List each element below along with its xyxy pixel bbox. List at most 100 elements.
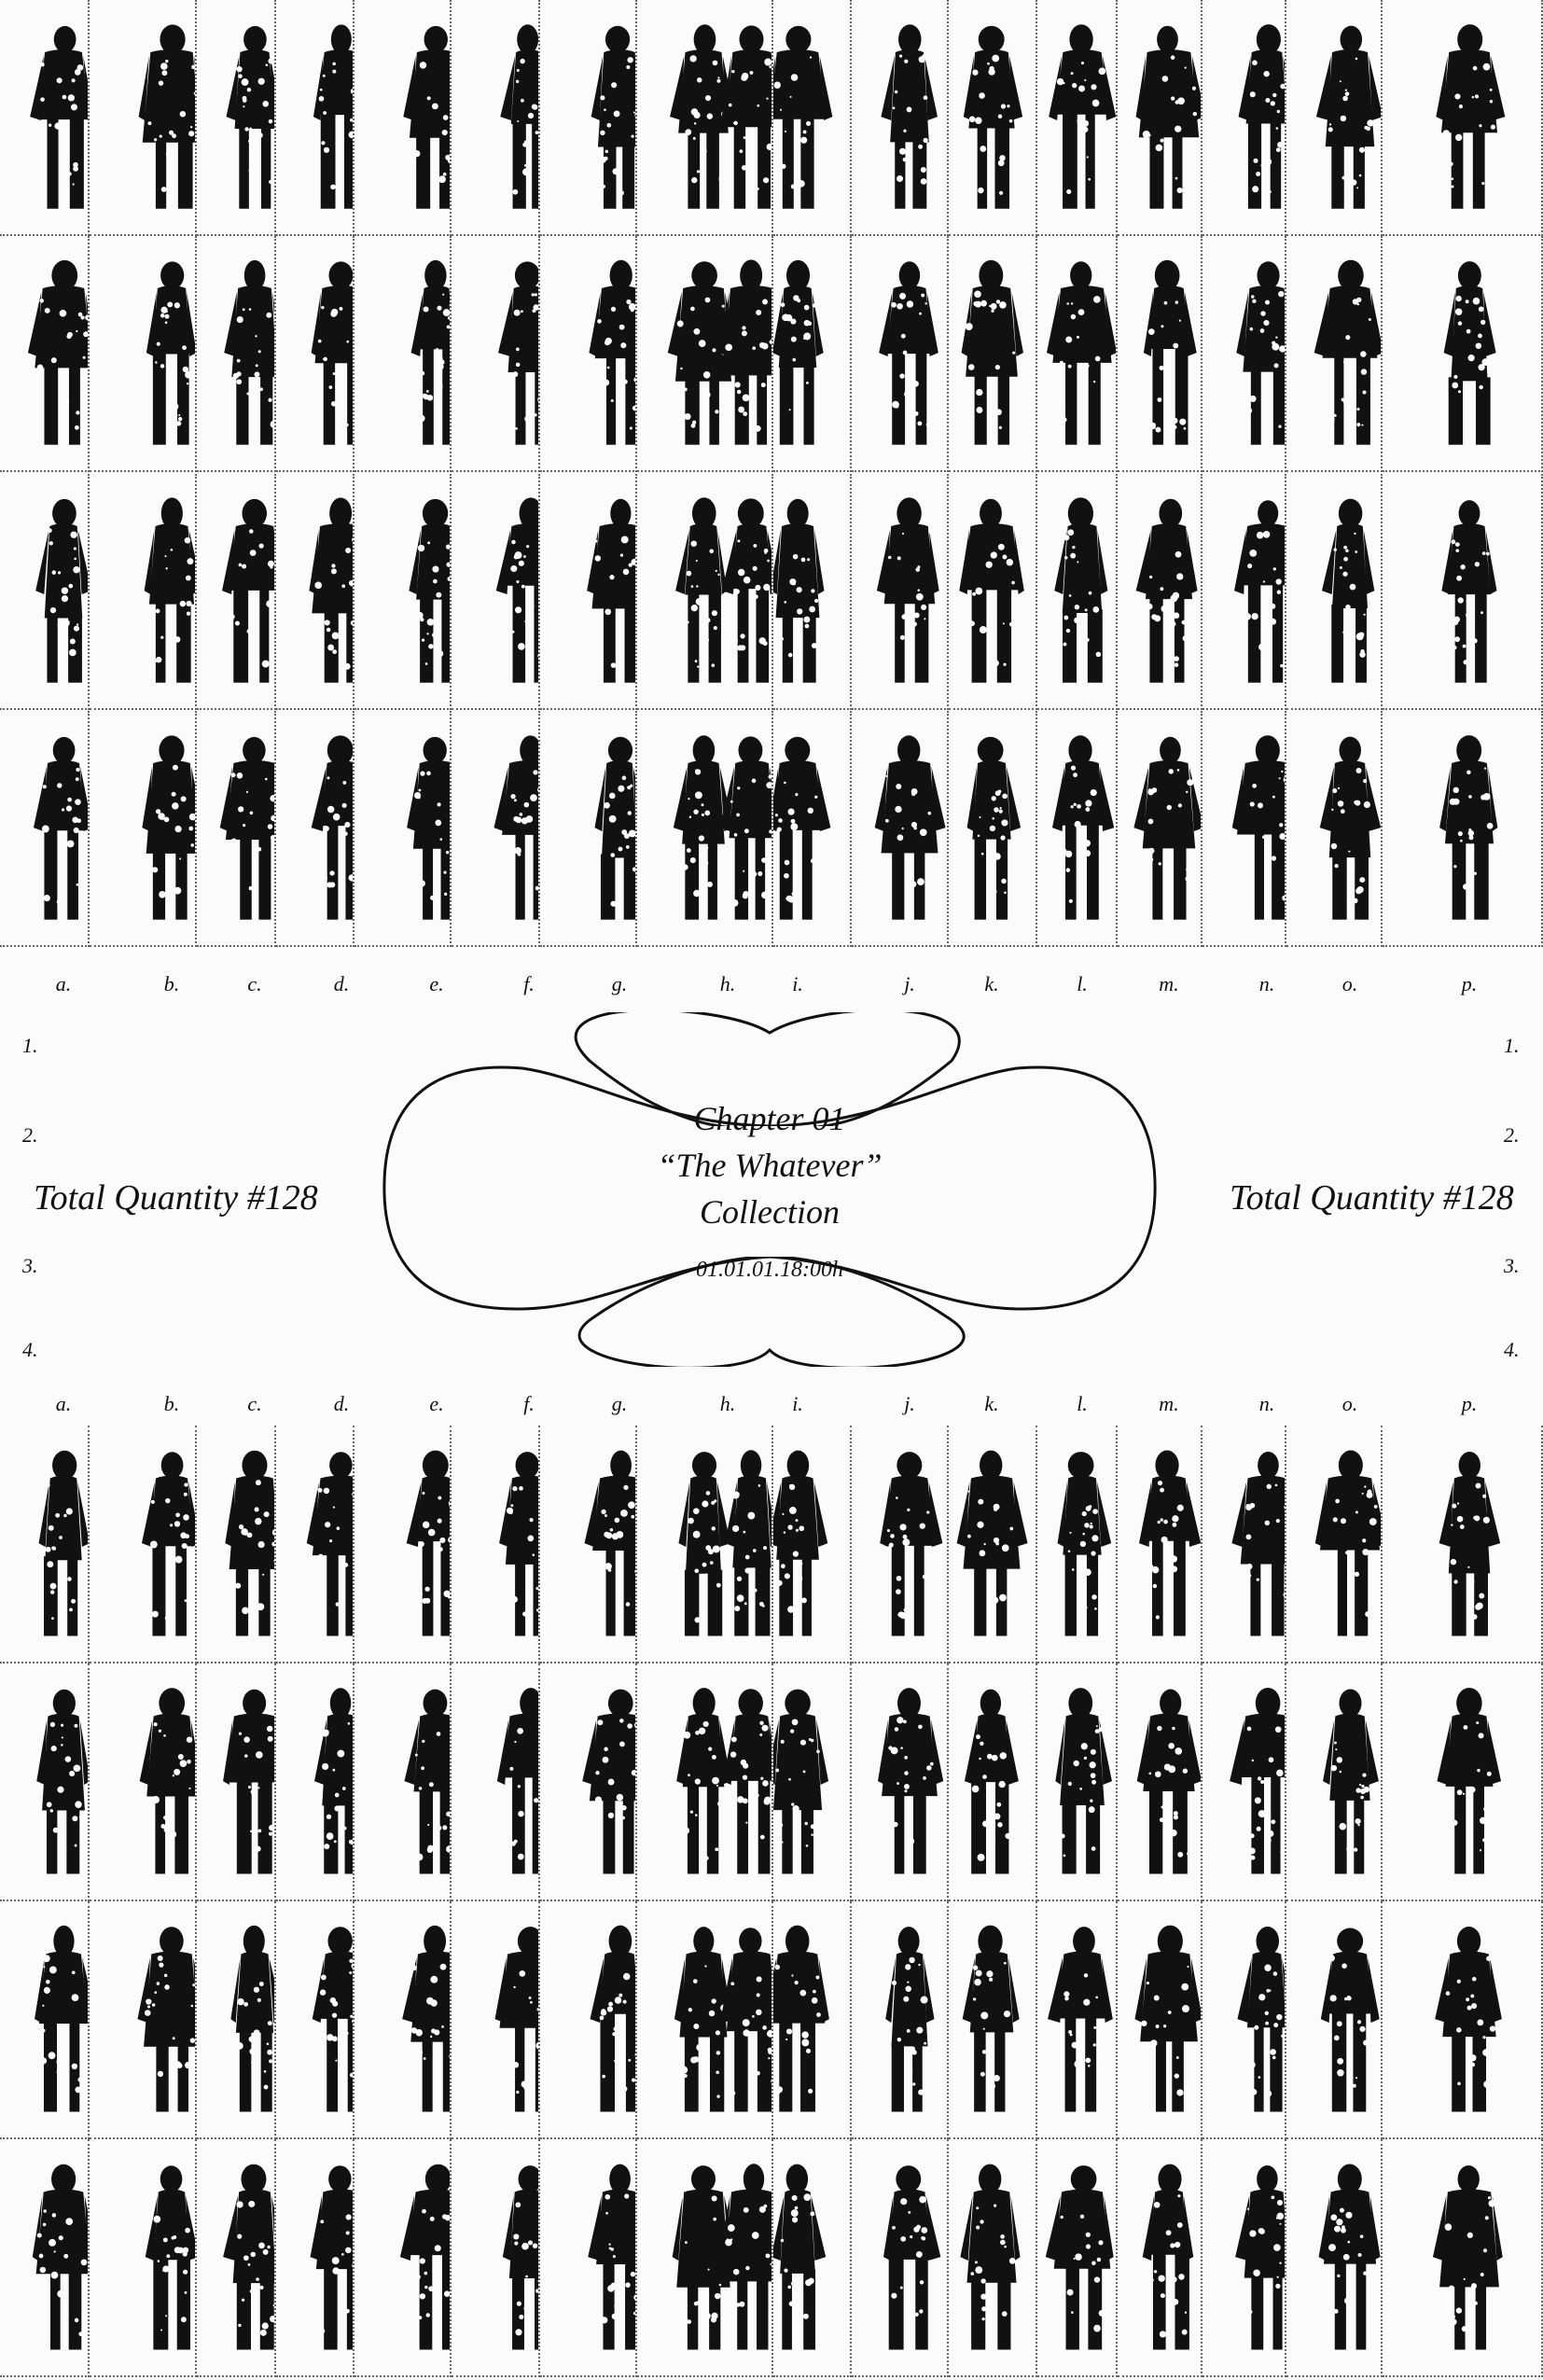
- print-speckle: [795, 1528, 799, 1532]
- print-speckle: [190, 2004, 194, 2008]
- print-speckle: [1103, 374, 1110, 382]
- print-speckle: [895, 805, 902, 814]
- print-speckle: [424, 1586, 430, 1592]
- silhouette-leg: [971, 1778, 986, 1874]
- print-speckle: [1352, 898, 1358, 904]
- print-speckle: [1001, 878, 1007, 884]
- look-image: [670, 24, 772, 209]
- print-speckle: [180, 2317, 187, 2323]
- print-speckle: [919, 2280, 924, 2285]
- look-image: [1318, 2164, 1381, 2350]
- print-speckle: [152, 1543, 157, 1549]
- print-speckle: [507, 1839, 510, 1842]
- print-speckle: [50, 2271, 59, 2279]
- print-speckle: [1088, 591, 1092, 595]
- print-speckle: [524, 619, 528, 623]
- print-speckle: [1479, 384, 1483, 390]
- print-speckle: [695, 769, 698, 772]
- print-speckle: [802, 130, 807, 134]
- silhouette-arm: [877, 1719, 888, 1786]
- print-speckle: [612, 168, 619, 175]
- print-speckle: [348, 874, 353, 882]
- silhouette-arm: [188, 1482, 195, 1548]
- print-speckle: [736, 2303, 741, 2307]
- print-speckle: [417, 544, 425, 552]
- silhouette-head: [1159, 498, 1183, 528]
- print-speckle: [332, 649, 338, 655]
- print-speckle: [978, 187, 984, 194]
- print-speckle: [703, 1856, 709, 1861]
- print-speckle: [756, 2009, 762, 2016]
- print-speckle: [171, 791, 176, 797]
- look-image: [1136, 1689, 1201, 1874]
- print-speckle: [249, 388, 255, 394]
- silhouette-body: [776, 1475, 819, 1560]
- print-speckle: [1476, 1721, 1480, 1725]
- silhouette-leg: [734, 834, 749, 920]
- print-speckle: [1485, 551, 1490, 556]
- print-speckle: [40, 62, 45, 67]
- print-speckle: [152, 1796, 160, 1804]
- print-speckle: [1160, 2293, 1165, 2299]
- print-speckle: [740, 633, 745, 639]
- print-speckle: [1077, 309, 1085, 315]
- total-quantity-left: Total Quantity #128: [34, 1178, 318, 1218]
- silhouette-arm: [962, 1957, 975, 2024]
- look-cell: [852, 1901, 949, 2139]
- model-silhouette: [1237, 1927, 1285, 2112]
- print-speckle: [1326, 427, 1329, 432]
- look-image: [590, 1925, 635, 2112]
- print-speckle: [519, 813, 523, 816]
- column-label: m.: [1159, 972, 1179, 995]
- print-speckle: [616, 1793, 624, 1802]
- print-speckle: [328, 385, 333, 389]
- print-speckle: [1284, 1583, 1285, 1588]
- model-silhouette: [27, 259, 88, 445]
- silhouette-arm: [1435, 1957, 1449, 2024]
- silhouette-leg: [152, 1542, 166, 1636]
- print-speckle: [1191, 86, 1197, 90]
- look-cell: [1383, 1426, 1543, 1663]
- print-speckle: [1367, 2038, 1369, 2041]
- silhouette-head: [160, 2165, 183, 2192]
- print-speckle: [186, 1736, 193, 1743]
- print-speckle: [1177, 2194, 1181, 2198]
- print-speckle: [972, 592, 977, 596]
- silhouette-body: [146, 760, 195, 854]
- print-speckle: [1093, 2276, 1101, 2283]
- print-speckle: [271, 858, 274, 865]
- silhouette-head: [1070, 261, 1092, 290]
- silhouette-leg: [1148, 1787, 1163, 1874]
- print-speckle: [153, 2215, 161, 2223]
- look-image: [35, 498, 88, 683]
- print-speckle: [1093, 102, 1098, 106]
- print-speckle: [800, 396, 804, 398]
- print-speckle: [172, 166, 175, 169]
- print-speckle: [792, 553, 799, 560]
- silhouette-head: [327, 735, 353, 766]
- print-speckle: [816, 1749, 820, 1754]
- print-speckle: [525, 420, 529, 424]
- print-speckle: [810, 2211, 815, 2217]
- print-speckle: [994, 889, 997, 894]
- print-speckle: [434, 641, 438, 645]
- print-speckle: [977, 1853, 985, 1861]
- print-speckle: [155, 361, 158, 364]
- silhouette-arm: [77, 529, 88, 595]
- print-speckle: [976, 2225, 980, 2230]
- print-speckle: [320, 1974, 327, 1981]
- silhouette-body: [1442, 1951, 1496, 2038]
- print-speckle: [349, 2072, 353, 2078]
- print-speckle: [421, 1766, 424, 1771]
- print-speckle: [179, 110, 187, 118]
- print-speckle: [1452, 382, 1459, 389]
- print-speckle: [918, 144, 924, 149]
- print-speckle: [179, 857, 182, 860]
- look-image: [1046, 261, 1116, 445]
- print-speckle: [336, 1526, 341, 1530]
- print-speckle: [715, 2030, 721, 2036]
- print-speckle: [742, 394, 750, 402]
- print-speckle: [627, 786, 632, 790]
- print-speckle: [241, 1528, 248, 1536]
- silhouette-leg: [913, 1541, 924, 1636]
